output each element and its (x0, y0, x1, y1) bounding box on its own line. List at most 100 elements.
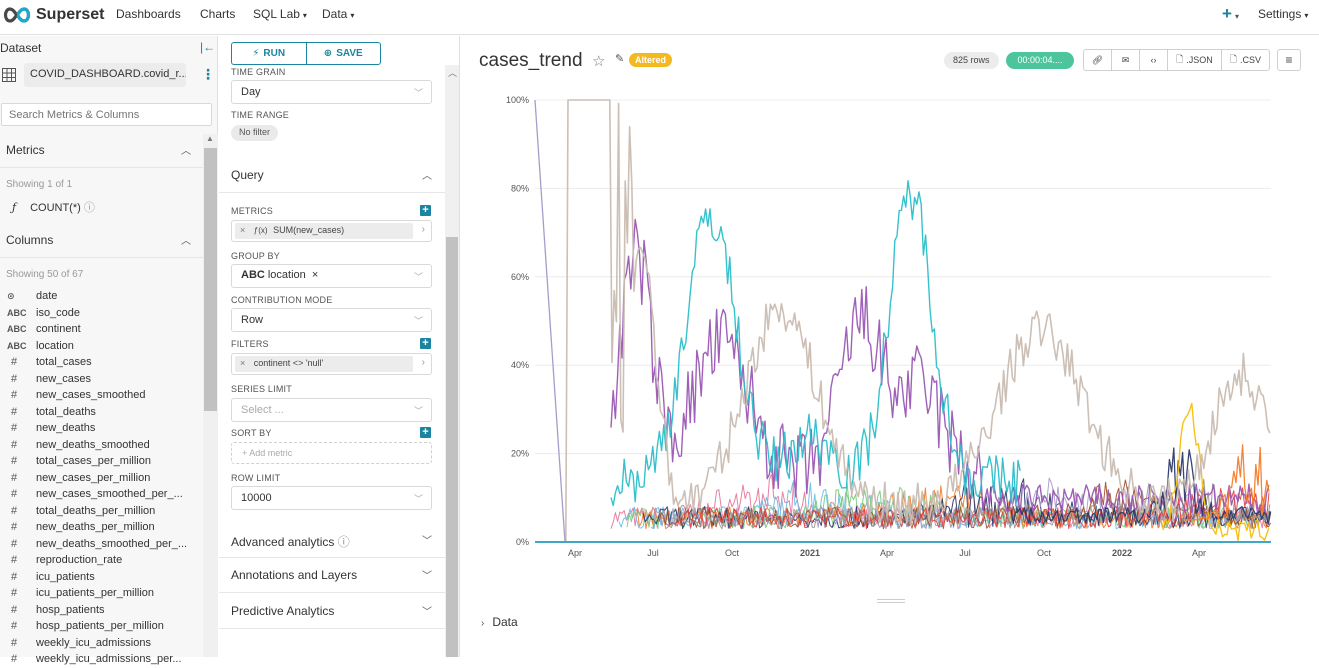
chevron-down-icon: ﹀ (422, 536, 432, 547)
control-panel-scrollbar[interactable]: ︿ (445, 65, 459, 657)
column-item[interactable]: # new_cases_smoothed_per_... (0, 486, 203, 503)
nav-sql-lab[interactable]: SQL Lab ▾ (253, 7, 307, 21)
info-icon: ⓘ (83, 202, 95, 214)
numeric-type-icon: # (11, 653, 18, 666)
scrollbar-thumb[interactable] (446, 237, 458, 657)
column-item[interactable]: # total_cases_per_million (0, 453, 203, 470)
lightning-icon: ⚡ (252, 48, 260, 59)
series-limit-select[interactable]: Select ... ﹀ (231, 398, 432, 422)
column-item[interactable]: # weekly_icu_admissions (0, 635, 203, 652)
column-item[interactable]: # hosp_patients (0, 602, 203, 619)
menu-icon[interactable]: ≡ (1277, 49, 1301, 71)
advanced-analytics-text: Advanced analytics (231, 535, 335, 549)
filter-chip[interactable]: × continent <> 'null' (235, 356, 413, 372)
dataset-kebab-menu-icon[interactable]: ⋮ (201, 66, 215, 82)
star-icon[interactable]: ☆ (592, 53, 606, 70)
chart-area: cases_trend ☆ ✎ Altered 825 rows 00:00:0… (461, 36, 1319, 657)
run-button[interactable]: ⚡ RUN (232, 43, 307, 64)
link-icon[interactable]: 🔗︎ (1084, 50, 1112, 70)
column-item[interactable]: # icu_patients_per_million (0, 585, 203, 602)
metric-item[interactable]: ƒ COUNT(*) ⓘ (12, 199, 95, 215)
top-navbar: Superset Dashboards Charts SQL Lab ▾ Data… (0, 0, 1319, 35)
add-metric-dropzone[interactable]: + Add metric (231, 442, 432, 464)
time-range-pill[interactable]: No filter (231, 125, 279, 141)
run-save-buttons: ⚡ RUN ⊕ SAVE (231, 42, 381, 65)
column-item[interactable]: # new_cases_smoothed (0, 387, 203, 404)
columns-section-label: Columns (6, 233, 54, 247)
metric-chip[interactable]: × ƒ(x) SUM(new_cases) (235, 223, 413, 239)
column-item[interactable]: # new_cases (0, 371, 203, 388)
column-name: weekly_icu_admissions (36, 636, 151, 649)
resize-handle[interactable] (877, 599, 905, 603)
scroll-up-icon[interactable]: ▲ (206, 134, 214, 143)
collapse-panel-icon[interactable]: |← (200, 40, 216, 54)
column-item[interactable]: # total_cases (0, 354, 203, 371)
nav-data[interactable]: Data ▾ (322, 7, 354, 21)
column-item[interactable]: # new_cases_per_million (0, 470, 203, 487)
metrics-section-header[interactable]: Metrics ︿ (0, 132, 203, 168)
annotations-layers-header[interactable]: Annotations and Layers ﹀ (219, 557, 445, 593)
metrics-field[interactable]: × ƒ(x) SUM(new_cases) › (231, 220, 432, 242)
query-section-header[interactable]: Query ︿ (219, 157, 445, 193)
nav-dashboards[interactable]: Dashboards (116, 7, 181, 21)
search-metrics-columns-input[interactable] (1, 103, 212, 126)
email-icon[interactable]: ✉ (1112, 50, 1140, 70)
remove-x-icon[interactable]: × (240, 225, 246, 235)
superset-logo[interactable]: Superset (2, 6, 104, 24)
column-item[interactable]: ABC continent (0, 321, 203, 338)
row-limit-label: ROW LIMIT (231, 473, 281, 483)
column-item[interactable]: # icu_patients (0, 569, 203, 586)
data-panel-toggle[interactable]: › Data (481, 615, 518, 629)
row-limit-select[interactable]: 10000 ﹀ (231, 486, 432, 510)
remove-x-icon[interactable]: × (240, 358, 246, 368)
edit-icon[interactable]: ✎ (615, 53, 625, 65)
line-chart[interactable]: 100% 80% 60% 40% 20% 0% Apr Jul Oct 2021 Apr Jul Oct… (461, 86, 1306, 566)
export-csv-button[interactable]: 🗋 .CSV (1222, 50, 1269, 70)
embed-code-icon[interactable]: ‹› (1140, 50, 1168, 70)
filters-field[interactable]: × continent <> 'null' › (231, 353, 432, 375)
column-item[interactable]: ABC iso_code (0, 305, 203, 322)
columns-section-header[interactable]: Columns ︿ (0, 222, 203, 258)
column-item[interactable]: # new_deaths_smoothed_per_... (0, 536, 203, 553)
remove-x-icon[interactable]: × (311, 269, 319, 281)
column-item[interactable]: # total_deaths_per_million (0, 503, 203, 520)
column-item[interactable]: # hosp_patients_per_million (0, 618, 203, 635)
column-item[interactable]: # reproduction_rate (0, 552, 203, 569)
scroll-up-icon[interactable]: ︿ (448, 68, 458, 78)
dataset-scrollbar[interactable]: ▲ (203, 134, 218, 657)
nav-charts[interactable]: Charts (200, 7, 236, 21)
column-item[interactable]: # total_deaths (0, 404, 203, 421)
series-line (1181, 444, 1270, 521)
contribution-mode-select[interactable]: Row ﹀ (231, 308, 432, 332)
chart-title[interactable]: cases_trend (479, 50, 583, 71)
add-filter-plus-icon[interactable]: + (420, 338, 431, 349)
add-metric-plus-icon[interactable]: + (420, 205, 431, 216)
altered-badge[interactable]: Altered (629, 53, 673, 67)
group-by-select[interactable]: ABC location × ﹀ (231, 264, 432, 288)
x-tick-label: Jul (647, 548, 659, 558)
predictive-analytics-header[interactable]: Predictive Analytics ﹀ (219, 593, 445, 629)
add-sort-plus-icon[interactable]: + (420, 427, 431, 438)
advanced-analytics-header[interactable]: Advanced analytics ⓘ ﹀ (219, 522, 445, 558)
export-json-button[interactable]: 🗋 .JSON (1168, 50, 1222, 70)
scrollbar-thumb[interactable] (204, 148, 217, 411)
column-item[interactable]: # new_deaths_smoothed (0, 437, 203, 454)
chevron-right-icon[interactable]: › (421, 224, 425, 235)
chevron-right-icon[interactable]: › (421, 357, 425, 368)
column-item[interactable]: # new_deaths (0, 420, 203, 437)
column-item[interactable]: ABC location (0, 338, 203, 355)
save-button[interactable]: ⊕ SAVE (307, 43, 381, 64)
columns-showing-count: Showing 50 of 67 (6, 269, 84, 280)
column-name: new_deaths (36, 422, 96, 435)
column-item[interactable]: ⊙ date (0, 288, 203, 305)
numeric-type-icon: # (11, 521, 18, 534)
advanced-analytics-label: Advanced analytics ⓘ (231, 533, 350, 550)
dataset-name[interactable]: COVID_DASHBOARD.covid_r... (24, 63, 186, 87)
column-item[interactable]: # weekly_icu_admissions_per... (0, 651, 203, 668)
time-grain-select[interactable]: Day ﹀ (231, 80, 432, 104)
column-name: hosp_patients_per_million (36, 620, 164, 633)
column-item[interactable]: # new_deaths_per_million (0, 519, 203, 536)
new-item-menu[interactable]: + ▾ (1222, 4, 1239, 24)
group-by-chip[interactable]: ABC location × (241, 269, 318, 281)
settings-menu[interactable]: Settings ▾ (1258, 7, 1308, 21)
